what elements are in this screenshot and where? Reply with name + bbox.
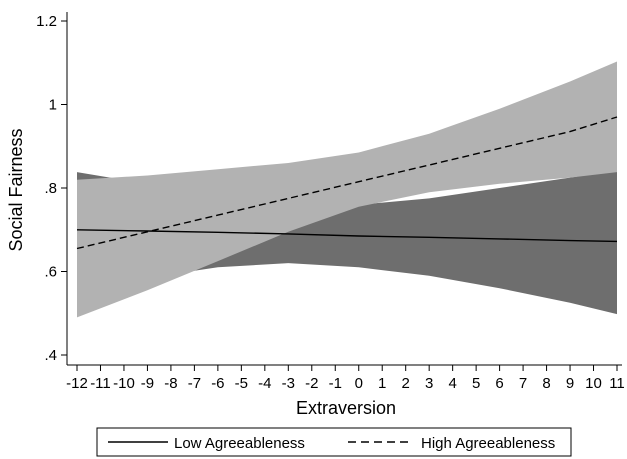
x-tick-label: 8 (542, 375, 550, 392)
x-tick-label: 3 (425, 375, 433, 392)
x-tick-label: -4 (258, 375, 271, 392)
x-tick-label: -11 (90, 375, 111, 392)
y-ticks: .4 .6 .8 1 1.2 (36, 13, 67, 364)
x-tick-label: 2 (402, 375, 410, 392)
x-tick-label: 7 (519, 375, 527, 392)
x-tick-label: 10 (585, 375, 602, 392)
x-ticks: -12 -11 -10 -9 -8 -7 -6 -5 -4 -3 -2 -1 0 1 2 3 4 5 6 7 8 9 10 1… (66, 365, 625, 392)
x-tick-label: 11 (609, 375, 625, 392)
x-tick-label: 0 (355, 375, 363, 392)
legend-label-high-agreeableness: High Agreeableness (421, 435, 555, 452)
y-tick-label: .8 (44, 180, 57, 197)
y-tick-label: 1 (49, 97, 57, 114)
series-line-low-agreeableness (76, 229, 618, 243)
x-tick-label: 4 (448, 375, 456, 392)
legend-box (96, 427, 572, 457)
x-tick-label: -6 (211, 375, 224, 392)
x-tick-label: -10 (113, 375, 135, 392)
legend: Low Agreeableness High Agreeableness (96, 427, 572, 457)
x-tick-label: -9 (141, 375, 154, 392)
x-tick-label: 6 (495, 375, 503, 392)
confidence-bands (77, 61, 617, 318)
x-tick-label: -5 (235, 375, 248, 392)
x-tick-label: -3 (282, 375, 295, 392)
x-tick-label: 5 (472, 375, 480, 392)
y-tick-label: .6 (44, 264, 57, 281)
x-tick-label: 9 (566, 375, 574, 392)
series-line-high-agreeableness (76, 116, 618, 250)
x-tick-label: -2 (305, 375, 318, 392)
legend-label-low-agreeableness: Low Agreeableness (174, 435, 305, 452)
y-tick-label: .4 (44, 347, 57, 364)
y-axis-title: Social Fairness (6, 128, 26, 251)
x-tick-label: -1 (329, 375, 342, 392)
x-tick-label: -8 (164, 375, 177, 392)
series-lines (76, 116, 618, 250)
x-tick-label: -7 (188, 375, 201, 392)
confidence-band-high-agreeableness (77, 61, 617, 318)
y-tick-label: 1.2 (36, 13, 57, 30)
x-tick-label: -12 (66, 375, 88, 392)
x-axis-title: Extraversion (296, 398, 396, 418)
x-tick-label: 1 (378, 375, 386, 392)
